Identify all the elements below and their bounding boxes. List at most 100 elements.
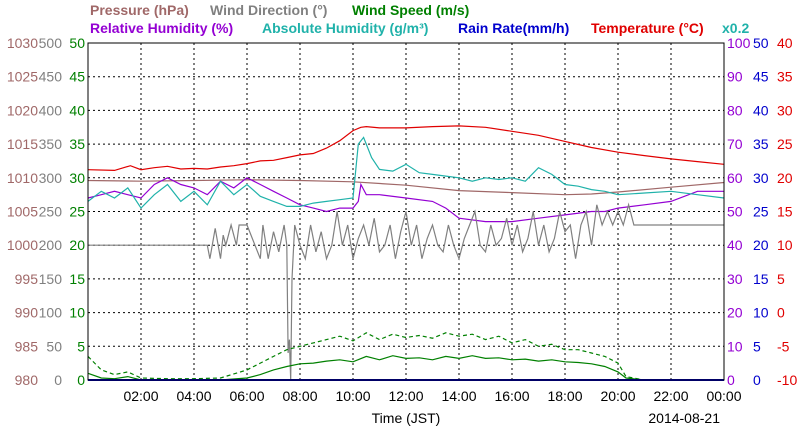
wind-direction-tick-label: 100 [39,305,63,321]
wind-direction-tick-label: 350 [39,136,63,152]
x-tick-label: 18:00 [547,388,582,404]
rain-rate-tick-label: 10 [753,305,769,321]
y-tick-labels: 1030102510201015101010051000995990985980… [7,35,798,388]
relative-humidity-tick-label: 50 [727,204,743,220]
x-tick-label: 04:00 [176,388,211,404]
wind-direction-line [88,202,724,381]
x-axis-label: Time (JST) [372,410,441,426]
pressure-tick-label: 995 [15,271,39,287]
pressure-tick-label: 1000 [7,237,38,253]
x-tick-label: 12:00 [388,388,423,404]
wind-direction-tick-label: 250 [39,204,63,220]
wind-direction-title: Wind Direction (°) [210,2,327,18]
temperature-tick-label: 15 [777,204,793,220]
x-tick-label: 00:00 [706,388,741,404]
relative-humidity-tick-label: 0 [727,372,735,388]
rain-rate-title: Rain Rate(mm/h) [458,20,569,36]
wind-speed-tick-label: 15 [69,271,85,287]
x-tick-label: 16:00 [494,388,529,404]
rain-rate-tick-label: 0 [753,372,761,388]
relative-humidity-tick-label: 70 [727,136,743,152]
temperature-line [87,125,725,172]
date-label: 2014-08-21 [648,410,720,426]
x-tick-labels: 02:00 04:00 06:00 08:00 10:00 12:00 14:00 16:00… [123,388,741,404]
wind-speed-tick-label: 50 [69,35,85,51]
x-tick-label: 10:00 [335,388,370,404]
wind-direction-tick-label: 500 [39,35,63,51]
relative-humidity-tick-label: 90 [727,69,743,85]
series-group [87,125,725,381]
pressure-tick-label: 1030 [7,35,38,51]
wind-direction-tick-label: 300 [39,170,63,186]
x-tick-label: 02:00 [123,388,158,404]
wind-speed-tick-label: 20 [69,237,85,253]
grid [88,43,724,380]
wind-speed-tick-label: 25 [69,204,85,220]
rain-rate-tick-label: 15 [753,271,769,287]
temperature-tick-label: 0 [777,305,785,321]
rain-rate-tick-label: 50 [753,35,769,51]
temperature-tick-label: -10 [777,372,797,388]
wind-speed-tick-label: 45 [69,69,85,85]
pressure-tick-label: 990 [15,305,39,321]
wind-speed-title: Wind Speed (m/s) [352,2,469,18]
x-tick-label: 08:00 [282,388,317,404]
wind-direction-tick-label: 0 [54,372,62,388]
x-tick-label: 20:00 [600,388,635,404]
wind-direction-tick-label: 50 [46,338,62,354]
multiplier-label: x0.2 [722,20,749,36]
pressure-tick-label: 1020 [7,102,38,118]
rain-rate-tick-label: 35 [753,136,769,152]
pressure-tick-label: 1025 [7,69,38,85]
wind-speed-tick-label: 5 [77,338,85,354]
pressure-title: Pressure (hPa) [90,2,189,18]
wind-direction-tick-label: 400 [39,102,63,118]
wind-direction-tick-label: 450 [39,69,63,85]
absolute-humidity-title: Absolute Humidity (g/m³) [262,20,428,36]
temperature-tick-label: 5 [777,271,785,287]
x-tick-label: 06:00 [229,388,264,404]
pressure-tick-label: 980 [15,372,39,388]
wind-speed-tick-label: 40 [69,102,85,118]
wind-speed-max-line [87,332,724,381]
temperature-tick-label: 20 [777,170,793,186]
relative-humidity-tick-label: 20 [727,305,743,321]
pressure-tick-label: 1015 [7,136,38,152]
relative-humidity-tick-label: 30 [727,271,743,287]
pressure-line [87,179,725,196]
temperature-tick-label: -5 [777,338,790,354]
temperature-title: Temperature (°C) [591,20,704,36]
x-tick-label: 14:00 [441,388,476,404]
pressure-tick-label: 1010 [7,170,38,186]
plot-frame [87,42,725,381]
rain-rate-tick-label: 20 [753,237,769,253]
wind-direction-tick-label: 150 [39,271,63,287]
temperature-tick-label: 10 [777,237,793,253]
relative-humidity-tick-label: 100 [727,35,751,51]
relative-humidity-title: Relative Humidity (%) [90,20,233,36]
rain-rate-tick-label: 45 [753,69,769,85]
wind-speed-tick-label: 0 [77,372,85,388]
temperature-tick-label: 40 [777,35,793,51]
x-tick-label: 22:00 [653,388,688,404]
rain-rate-tick-label: 40 [753,102,769,118]
rain-rate-tick-label: 25 [753,204,769,220]
relative-humidity-tick-label: 40 [727,237,743,253]
rain-rate-tick-label: 5 [753,338,761,354]
relative-humidity-line [87,177,724,223]
wind-speed-tick-label: 10 [69,305,85,321]
wind-speed-tick-label: 35 [69,136,85,152]
rain-rate-tick-label: 30 [753,170,769,186]
relative-humidity-tick-label: 60 [727,170,743,186]
pressure-tick-label: 985 [15,338,39,354]
temperature-tick-label: 25 [777,136,793,152]
absolute-humidity-line [87,136,725,210]
temperature-tick-label: 35 [777,69,793,85]
wind-speed-tick-label: 30 [69,170,85,186]
pressure-tick-label: 1005 [7,204,38,220]
temperature-tick-label: 30 [777,102,793,118]
relative-humidity-tick-label: 80 [727,102,743,118]
relative-humidity-tick-label: 10 [727,338,743,354]
wind-direction-tick-label: 200 [39,237,63,253]
